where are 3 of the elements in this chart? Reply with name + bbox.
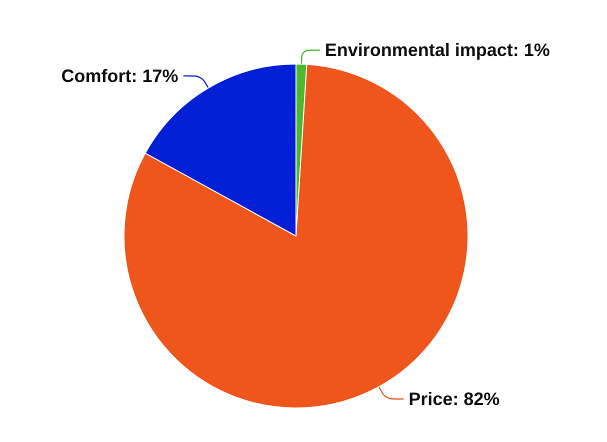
slice-label: Environmental impact: 1% — [324, 40, 550, 60]
slice-label: Comfort: 17% — [61, 66, 178, 86]
slice-label: Price: 82% — [408, 388, 500, 409]
